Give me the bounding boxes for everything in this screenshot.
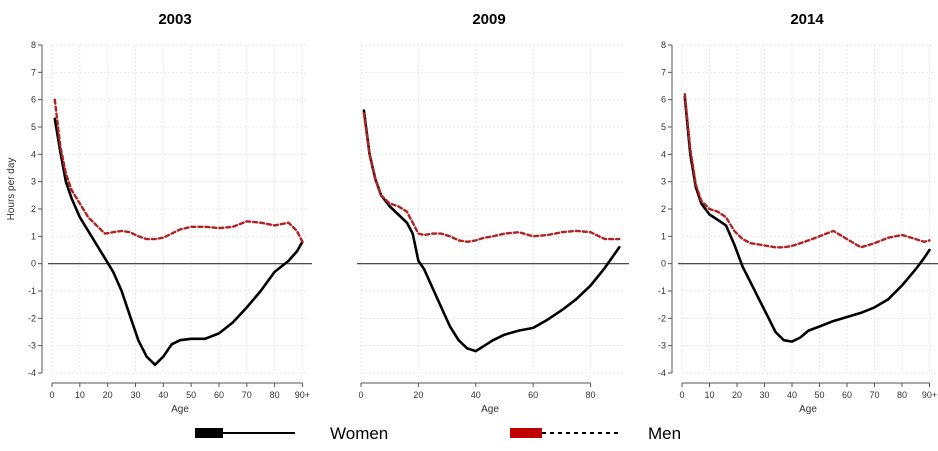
x-tick-label: 70	[242, 390, 252, 400]
legend-label-men: Men	[648, 424, 682, 443]
y-tick-label: -4	[658, 368, 666, 378]
x-tick-label: 90+	[922, 390, 937, 400]
x-tick-label: 10	[704, 390, 714, 400]
x-tick-label: 30	[130, 390, 140, 400]
y-tick-label: -2	[658, 313, 666, 323]
x-tick-label: 40	[471, 390, 481, 400]
y-tick-label: 6	[661, 95, 666, 105]
y-tick-label: 5	[661, 122, 666, 132]
x-tick-label: 70	[869, 390, 879, 400]
y-tick-label: -1	[658, 286, 666, 296]
x-tick-label: 40	[787, 390, 797, 400]
y-tick-label: 4	[661, 149, 666, 159]
y-tick-label: 4	[31, 149, 36, 159]
y-tick-label: 1	[31, 231, 36, 241]
x-tick-label: 80	[897, 390, 907, 400]
legend-item-women	[195, 418, 300, 446]
y-tick-label: 5	[31, 122, 36, 132]
chart-title: 2009	[472, 11, 505, 28]
x-tick-label: 90+	[295, 390, 310, 400]
series-line-women	[683, 95, 931, 343]
legend-swatch-men	[510, 428, 618, 438]
x-tick-label: 60	[842, 390, 852, 400]
x-tick-label: 60	[214, 390, 224, 400]
y-tick-label: -3	[658, 341, 666, 351]
x-tick-label: 10	[75, 390, 85, 400]
y-tick-label: 0	[661, 259, 666, 269]
x-tick-label: 30	[759, 390, 769, 400]
legend-label-women: Women	[330, 424, 389, 443]
y-tick-label: 3	[661, 177, 666, 187]
x-tick-label: 50	[814, 390, 824, 400]
x-tick-label: 20	[413, 390, 423, 400]
y-tick-label: -1	[28, 286, 36, 296]
x-axis-title: Age	[481, 404, 499, 415]
x-tick-label: 60	[528, 390, 538, 400]
x-tick-label: 0	[679, 390, 684, 400]
chart-panel-2009: 2009 0 20 40 60 80 Age	[357, 11, 629, 415]
chart-panel-2003: 2003 0 10 20 30 40 50 60 70 80 90+ Age -4 -3 -2 -1 0 1 2 3 4…	[6, 11, 312, 415]
legend-swatch-women	[195, 428, 295, 438]
x-tick-label: 80	[586, 390, 596, 400]
y-tick-label: 7	[661, 67, 666, 77]
y-tick-label: -2	[28, 313, 36, 323]
y-tick-label: 3	[31, 177, 36, 187]
y-tick-label: 2	[661, 204, 666, 214]
legend-item-men	[510, 418, 620, 446]
y-tick-label: 1	[661, 231, 666, 241]
series-line-women	[53, 117, 304, 367]
y-axis-title: Hours per day	[6, 158, 17, 221]
chart-panel-2014: 2014 0 10 20 30 40 50 60 70 80 90+ Age -4 -3 -2 -1 0 1 2 3 4…	[658, 11, 938, 415]
chart-legend: Women Men	[0, 418, 938, 446]
y-tick-label: 6	[31, 95, 36, 105]
x-tick-label: 20	[732, 390, 742, 400]
x-axis-title: Age	[171, 404, 189, 415]
x-axis-title: Age	[799, 404, 817, 415]
x-tick-label: 0	[358, 390, 363, 400]
y-tick-label: 0	[31, 259, 36, 269]
y-tick-label: 8	[31, 40, 36, 50]
series-line-women	[362, 109, 621, 353]
x-tick-label: 50	[186, 390, 196, 400]
y-tick-label: 7	[31, 67, 36, 77]
x-tick-label: 40	[158, 390, 168, 400]
y-tick-label: -4	[28, 368, 36, 378]
series-line-men	[683, 92, 931, 249]
x-tick-label: 0	[49, 390, 54, 400]
chart-title: 2003	[158, 11, 191, 28]
y-tick-label: -3	[28, 341, 36, 351]
x-tick-label: 80	[270, 390, 280, 400]
y-tick-label: 2	[31, 204, 36, 214]
series-line-men	[362, 112, 621, 244]
y-tick-label: 8	[661, 40, 666, 50]
series-line-men	[53, 98, 304, 244]
chart-title: 2014	[790, 11, 824, 28]
x-tick-label: 20	[103, 390, 113, 400]
